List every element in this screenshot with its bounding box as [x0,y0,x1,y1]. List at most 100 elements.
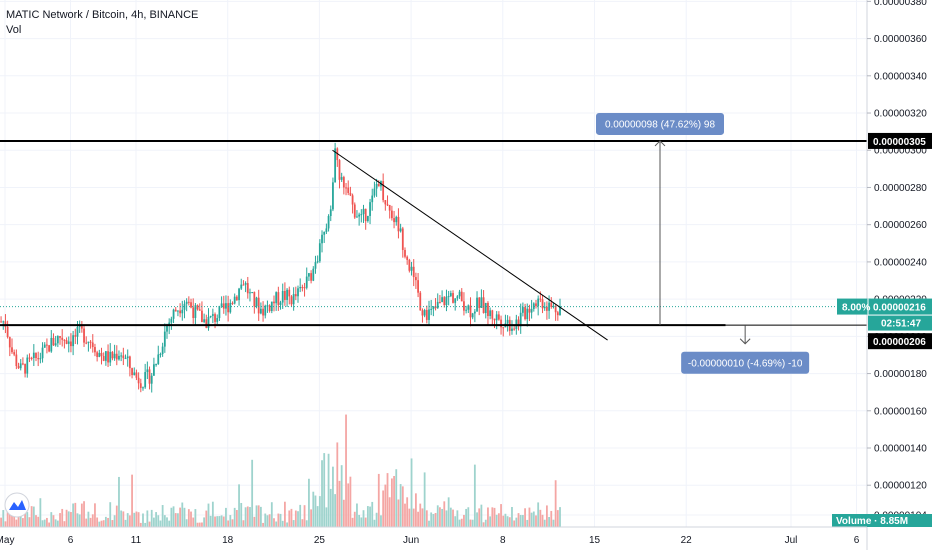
volume-bar [104,516,107,527]
candle-body [142,387,144,389]
volume-bar [519,514,522,527]
volume-bar [161,505,164,527]
candle-body [102,356,105,361]
descending-trendline[interactable] [332,149,608,341]
trendline[interactable] [332,149,608,341]
volume-bar [399,484,402,527]
candle-body [495,314,498,321]
candle-body [19,363,22,369]
candle-body [513,328,516,330]
volume-bar [111,520,114,527]
candle-body [87,341,90,343]
candle-body [225,303,227,309]
candle-body [13,352,16,355]
candle-body [155,364,157,366]
volume-bar [268,514,271,527]
candle-body [198,309,201,311]
volume-bar [211,501,214,527]
candle-body [137,377,140,384]
volume-bar [288,510,291,527]
volume-bar [198,522,201,527]
candle-body [94,347,96,353]
volume-bar [310,509,313,527]
candle-body [262,308,264,316]
volume-bar [393,475,395,527]
volume-bar [439,507,441,527]
last-price-change: 8.00% [842,303,870,314]
support-price-tag: 0.00000206 [873,337,926,348]
volume-bar [550,510,553,527]
volume-bar [148,521,151,527]
candle-body [100,352,103,357]
candle-body [109,351,112,363]
candle-body [384,200,387,205]
volume-bar [253,516,256,527]
volume-bar [312,491,315,527]
candle-body [139,383,142,388]
volume-bar [294,510,297,527]
price-tick-label: 0.00000320 [874,109,927,120]
time-axis[interactable]: May 6 11 18 25 Jun 8 15 22 Jul 6 [0,526,867,546]
volume-bar [240,502,243,527]
candle-body [532,303,535,310]
candle-body [415,277,417,281]
volume-bar [30,506,33,527]
volume-bar [423,472,426,527]
candle-body [118,355,120,360]
candle-body [408,259,411,271]
candle-body [70,341,72,347]
volume-bar [19,509,22,527]
volume-bar [504,513,507,527]
volume-bar [24,508,26,527]
tradingview-logo-icon[interactable] [4,492,30,518]
price-axis[interactable]: 0.00000380 0.00000360 0.00000340 0.00000320… [832,0,932,550]
measure-up-box[interactable] [596,112,724,135]
logo-circle[interactable] [4,492,30,518]
candle-body [24,363,26,374]
volume-bar [70,512,72,527]
horizontal-levels[interactable] [0,139,867,327]
volume-bar [521,515,524,527]
volume-bar [100,520,103,527]
candle-body [39,358,42,360]
volume-bar [371,501,374,527]
volume-bar [216,516,219,527]
volume-bar [556,510,559,527]
price-tick-label: 0.00000300 [874,146,927,157]
volume-bar [526,519,529,527]
volume-bar [351,517,354,527]
volume-bar [528,507,531,527]
candle-body [104,351,107,361]
candle-body [356,216,358,218]
candle-body [465,309,468,311]
volume-bar [172,506,175,527]
candle-body [214,314,216,322]
volume-bar [476,512,478,527]
candle-body [388,205,391,211]
price-range-measures[interactable]: 0.00000098 (47.62%) 98 -0.00000010 (-4.69… [596,112,810,374]
volume-bar [153,517,155,527]
measure-down-box[interactable] [681,351,810,374]
candle-body [233,296,236,304]
volume-bar [508,517,511,527]
volume-bar [325,507,328,527]
candle-body [15,354,18,367]
candle-body [310,273,313,281]
volume-bar [443,501,446,527]
volume-bars [0,414,561,527]
candle-body [201,310,203,323]
candle-body [471,313,474,318]
volume-bar [233,507,236,527]
volume-bar [484,519,487,527]
volume-bar [229,515,232,527]
volume-bar [532,511,535,527]
candle-body [174,309,177,312]
volume-bar [362,510,365,527]
volume-bar [449,507,452,527]
volume-bar [83,501,85,527]
candle-body [436,301,439,309]
volume-bar [78,514,81,527]
candle-body [482,297,485,314]
volume-bar [259,506,262,527]
